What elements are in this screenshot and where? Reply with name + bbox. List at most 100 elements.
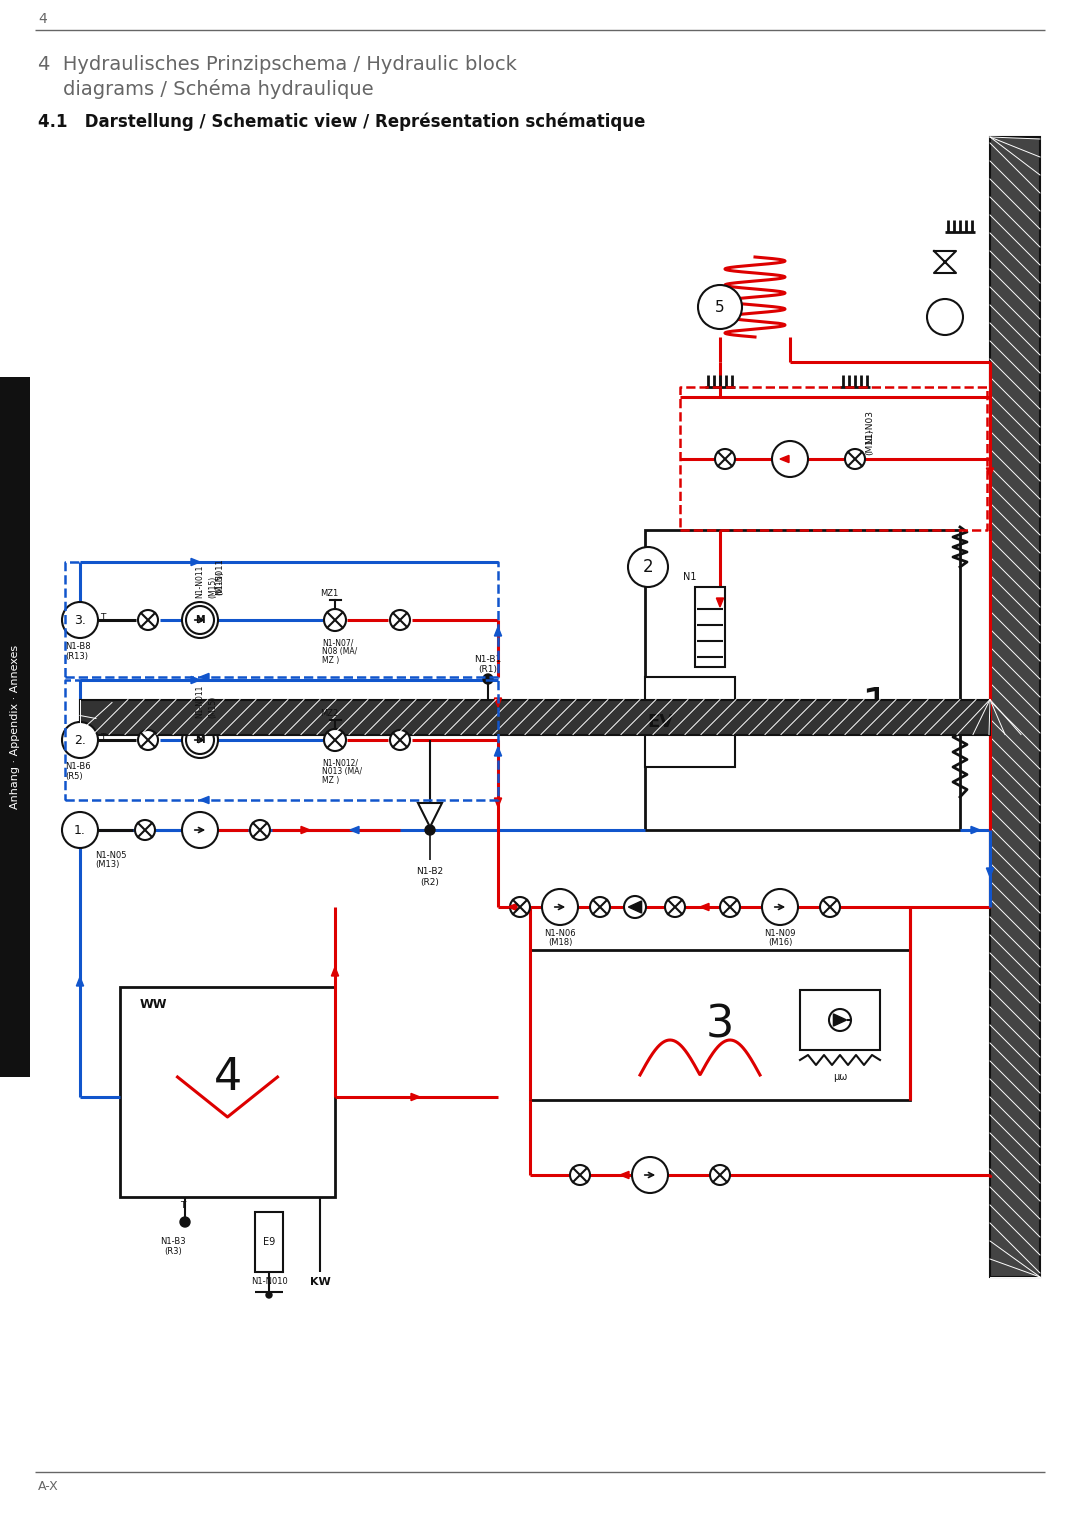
Text: KW: KW: [310, 1277, 330, 1287]
Circle shape: [390, 730, 410, 750]
Polygon shape: [600, 904, 609, 910]
Circle shape: [324, 609, 346, 631]
Polygon shape: [700, 904, 708, 910]
Circle shape: [542, 889, 578, 925]
Circle shape: [927, 299, 963, 334]
Text: M: M: [195, 615, 205, 625]
Circle shape: [845, 449, 865, 469]
Circle shape: [632, 1157, 669, 1193]
Text: 2.: 2.: [75, 733, 86, 747]
Text: 5: 5: [715, 299, 725, 315]
Circle shape: [710, 1165, 730, 1185]
Polygon shape: [495, 698, 501, 707]
Circle shape: [510, 896, 530, 918]
Text: 3: 3: [706, 1003, 734, 1046]
Circle shape: [183, 812, 218, 847]
Polygon shape: [716, 599, 724, 608]
Text: diagrams / Schéma hydraulique: diagrams / Schéma hydraulique: [38, 79, 374, 99]
Text: M: M: [195, 734, 205, 745]
Circle shape: [183, 722, 218, 757]
Text: (M15): (M15): [208, 696, 217, 718]
Bar: [255, 1212, 283, 1272]
Circle shape: [698, 286, 742, 328]
Circle shape: [186, 725, 214, 754]
Text: E9: E9: [262, 1237, 275, 1248]
Text: (M18): (M18): [548, 938, 572, 947]
Polygon shape: [495, 628, 501, 637]
Bar: [645, 676, 735, 767]
Text: N1-B8: N1-B8: [65, 641, 91, 651]
Polygon shape: [780, 455, 789, 463]
Polygon shape: [191, 676, 200, 684]
Text: N1-N05: N1-N05: [95, 851, 126, 860]
Circle shape: [483, 673, 492, 684]
Text: (M16): (M16): [768, 938, 793, 947]
Polygon shape: [77, 977, 83, 986]
Text: 3.: 3.: [75, 614, 86, 626]
Polygon shape: [191, 559, 200, 565]
Polygon shape: [971, 826, 980, 834]
Text: 4.1   Darstellung / Schematic view / Représentation schématique: 4.1 Darstellung / Schematic view / Repré…: [38, 113, 646, 131]
Circle shape: [138, 609, 158, 631]
Text: MZ2: MZ2: [320, 709, 338, 718]
Text: A-X: A-X: [38, 1481, 58, 1493]
Bar: [800, 989, 880, 1051]
Text: MZ ): MZ ): [322, 657, 339, 664]
Text: (M15): (M15): [208, 576, 217, 599]
Polygon shape: [495, 747, 501, 756]
Circle shape: [624, 896, 646, 918]
Text: N1: N1: [684, 573, 697, 582]
Text: N1-B3: N1-B3: [160, 1237, 186, 1246]
Text: N1-B6: N1-B6: [65, 762, 91, 771]
Polygon shape: [301, 826, 310, 834]
Text: N1-N010: N1-N010: [251, 1277, 287, 1286]
Text: (R2): (R2): [420, 878, 440, 887]
Circle shape: [570, 1165, 590, 1185]
Text: 4: 4: [214, 1055, 242, 1098]
Circle shape: [62, 722, 98, 757]
Bar: [990, 137, 1040, 1277]
Circle shape: [627, 547, 669, 586]
Text: MZ ): MZ ): [322, 776, 339, 785]
Bar: [645, 530, 960, 831]
Text: μω: μω: [833, 1072, 847, 1083]
Polygon shape: [200, 797, 210, 803]
Text: N1-N011: N1-N011: [215, 559, 224, 596]
Polygon shape: [418, 803, 442, 828]
Polygon shape: [986, 467, 994, 476]
Bar: [696, 586, 725, 667]
Bar: [530, 950, 910, 1099]
Text: WW: WW: [140, 999, 167, 1011]
Text: N1-N07/: N1-N07/: [322, 638, 353, 647]
Circle shape: [720, 896, 740, 918]
Text: 1: 1: [861, 686, 889, 728]
Text: (M11): (M11): [865, 429, 875, 455]
Polygon shape: [629, 901, 642, 913]
Circle shape: [715, 449, 735, 469]
Bar: [0, 377, 30, 1077]
Text: 2: 2: [643, 557, 653, 576]
Text: T: T: [100, 733, 106, 742]
Circle shape: [590, 896, 610, 918]
Polygon shape: [495, 799, 501, 806]
Polygon shape: [986, 867, 994, 876]
Text: N1-N09: N1-N09: [765, 928, 796, 938]
Circle shape: [183, 602, 218, 638]
Polygon shape: [200, 673, 210, 681]
Text: 4: 4: [38, 12, 46, 26]
Circle shape: [426, 825, 435, 835]
Text: N1-N012/: N1-N012/: [322, 757, 357, 767]
Polygon shape: [620, 1171, 629, 1179]
Circle shape: [390, 609, 410, 631]
Circle shape: [762, 889, 798, 925]
Circle shape: [62, 812, 98, 847]
Text: 4  Hydraulisches Prinzipschema / Hydraulic block: 4 Hydraulisches Prinzipschema / Hydrauli…: [38, 55, 517, 75]
Text: N1-B2: N1-B2: [417, 867, 444, 876]
Text: N1-N011: N1-N011: [195, 565, 204, 599]
Circle shape: [829, 1009, 851, 1031]
Text: N1-B1: N1-B1: [474, 655, 501, 664]
Circle shape: [135, 820, 156, 840]
Text: Anhang · Appendix · Annexes: Anhang · Appendix · Annexes: [10, 644, 21, 809]
Text: (R1): (R1): [478, 664, 498, 673]
Circle shape: [62, 602, 98, 638]
